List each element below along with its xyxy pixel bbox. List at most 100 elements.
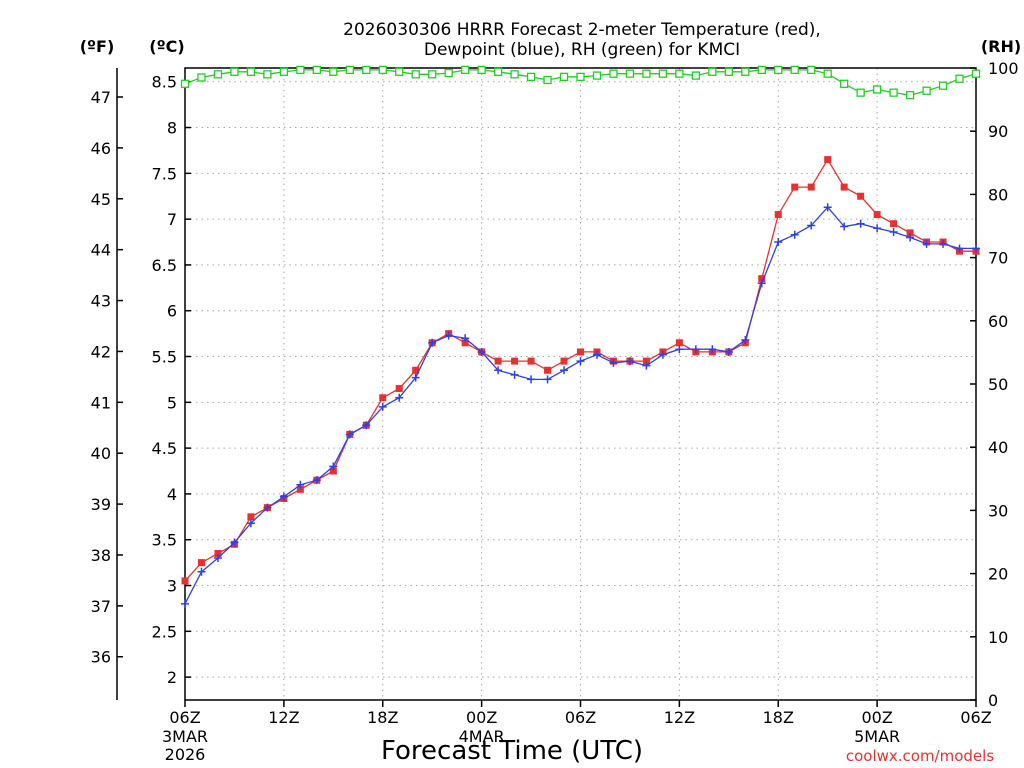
temperature-point [791,183,799,191]
dewpoint-point [807,221,816,230]
dewpoint-point [395,393,404,402]
dewpoint-point [972,244,980,253]
fahrenheit-unit-label: (ºF) [80,37,115,56]
dewpoint-point [955,244,964,253]
grid-lines [185,68,976,700]
rh-point [840,79,849,88]
chart-title-line1: 2026030306 HRRR Forecast 2-meter Tempera… [343,20,821,40]
rh-point [807,65,816,75]
dewpoint-point [230,538,239,547]
rh-point [872,85,882,94]
rh-point [741,67,750,76]
x-tick-year-label: 2026 [165,745,206,764]
rh-point [378,65,387,75]
x-axis-label: Forecast Time (UTC) [381,736,643,766]
fahrenheit-tick-label: 39 [91,495,111,514]
celsius-tick-label: 3.5 [152,531,177,550]
rh-point [213,70,223,79]
rh-point [856,88,865,97]
rh-unit-label: (RH) [981,37,1021,56]
dewpoint-point [527,375,536,384]
dewpoint-point [592,350,601,359]
dewpoint-point [609,358,618,367]
rh-tick-label: 10 [988,628,1008,647]
temperature-point [807,183,815,191]
dewpoint-point [213,554,222,563]
x-tick-date-label: 4MAR [459,727,505,746]
rh-point [675,69,684,78]
dewpoint-point [560,366,569,375]
fahrenheit-tick-label: 47 [91,88,111,107]
rh-point [477,65,486,75]
dewpoint-point [411,373,420,382]
temperature-point [494,357,502,365]
dewpoint-point [279,492,288,501]
celsius-tick-label: 5 [167,393,177,412]
chart-title-line2: Dewpoint (blue), RH (green) for KMCI [424,40,740,60]
dewpoint-point [428,338,437,347]
rh-point [428,70,437,79]
x-tick-date-label: 5MAR [854,727,900,746]
dewpoint-point [362,421,371,430]
temperature-point [824,156,832,164]
temperature-point [758,275,766,283]
dewpoint-point [625,357,634,366]
fahrenheit-tick-label: 38 [91,546,111,565]
rh-tick-label: 0 [988,691,998,710]
rh-tick-label: 40 [988,438,1008,457]
x-tick-label: 00Z [861,708,892,727]
rh-tick-label: 100 [988,59,1019,78]
rh-point [526,72,536,81]
celsius-tick-label: 8.5 [152,73,177,92]
temperature-point [675,339,683,347]
temperature-point [247,513,255,521]
dewpoint-point [856,219,865,228]
rh-point [790,65,799,75]
dewpoint-point [378,402,387,411]
x-tick-label: 06Z [169,708,200,727]
rh-point [774,65,783,75]
temperature-point [296,485,304,493]
celsius-tick-label: 4 [167,485,177,504]
rh-point [395,67,404,76]
dewpoint-point [312,476,321,485]
rh-tick-label: 80 [988,185,1008,204]
rh-point [889,88,898,97]
temperature-point [544,366,552,374]
dewpoint-point [444,331,453,340]
rh-point [592,71,602,80]
celsius-tick-label: 3 [167,577,177,596]
rh-point [823,69,832,78]
fahrenheit-tick-label: 44 [91,241,111,260]
fahrenheit-tick-label: 46 [91,139,111,158]
celsius-tick-label: 6.5 [152,256,177,275]
rh-tick-label: 50 [988,375,1008,394]
temperature-point [840,183,848,191]
dewpoint-point [296,480,305,489]
series-layer [180,65,981,608]
celsius-tick-label: 7.5 [152,164,177,183]
x-tick-label: 00Z [466,708,497,727]
dewpoint-point [724,347,733,356]
dewpoint-point [576,357,585,366]
dewpoint-point [790,230,799,239]
temperature-point [197,559,205,567]
rh-point [312,65,321,75]
rh-point [329,67,338,76]
temperature-point [560,357,568,365]
rh-tick-label: 30 [988,501,1008,520]
dewpoint-point [708,345,717,354]
rh-point [922,86,931,95]
dewpoint-point [823,203,832,212]
x-tick-label: 18Z [763,708,794,727]
celsius-tick-label: 5.5 [152,348,177,367]
temperature-point [511,357,519,365]
dewpoint-point [675,345,684,354]
dewpoint-point [494,366,503,375]
temperature-point [527,357,535,365]
rh-point [411,70,420,79]
x-tick-date-label: 3MAR [162,727,208,746]
rh-point [362,65,371,75]
